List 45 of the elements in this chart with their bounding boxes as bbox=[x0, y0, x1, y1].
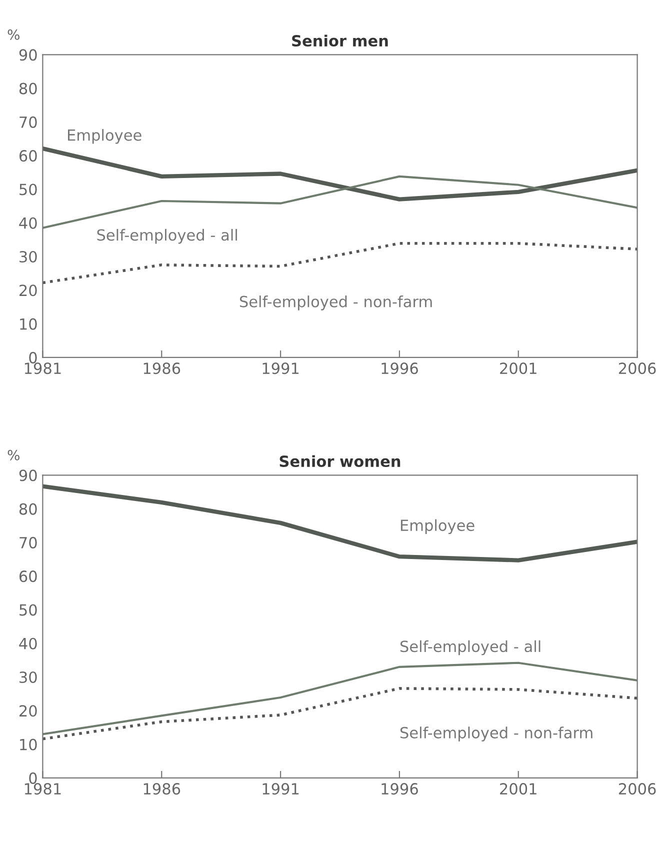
y-tick-label: 20 bbox=[20, 705, 37, 717]
y-tick-label: 50 bbox=[20, 184, 37, 196]
y-tick-label: 10 bbox=[20, 738, 37, 750]
y-tick-label: 30 bbox=[20, 671, 37, 684]
y-tick-label: 90 bbox=[19, 49, 37, 61]
line-series bbox=[42, 146, 638, 202]
y-tick-label: 10 bbox=[20, 318, 37, 330]
y-tick-label: 30 bbox=[20, 250, 37, 263]
series-label: Self-employed - non-farm bbox=[240, 296, 432, 310]
x-tick-label: 1991 bbox=[262, 783, 299, 795]
x-tick-label: 2001 bbox=[500, 783, 536, 795]
series-label: Self-employed - all bbox=[400, 640, 540, 656]
series-label: Self-employed - all bbox=[97, 228, 237, 244]
y-tick-label: 0 bbox=[29, 352, 37, 364]
series-label: Employee bbox=[68, 129, 142, 144]
y-tick-label: 80 bbox=[19, 503, 37, 515]
y-tick-label: 20 bbox=[20, 284, 37, 296]
x-tick-label: 2006 bbox=[618, 783, 656, 795]
x-tick-label: 2006 bbox=[618, 362, 656, 374]
y-tick-label: 40 bbox=[19, 217, 37, 229]
y-tick-label: 60 bbox=[19, 150, 37, 162]
chart-title: Senior women bbox=[280, 455, 400, 468]
y-tick-label: 0 bbox=[29, 772, 37, 784]
x-tick-label: 1991 bbox=[262, 362, 299, 374]
chart-title: Senior men bbox=[292, 34, 388, 47]
x-tick-label: 2001 bbox=[500, 362, 536, 374]
series-label: Employee bbox=[400, 519, 474, 534]
y-tick-label: 40 bbox=[19, 638, 37, 650]
x-tick-label: 1981 bbox=[24, 362, 61, 374]
y-axis-title: % bbox=[8, 450, 20, 460]
y-tick-label: 60 bbox=[19, 570, 37, 582]
y-tick-label: 70 bbox=[20, 536, 37, 548]
x-tick-label: 1986 bbox=[144, 783, 180, 795]
y-tick-label: 70 bbox=[20, 116, 37, 128]
text: Self-employed - non-farm bbox=[400, 726, 592, 742]
y-tick-label: 80 bbox=[19, 82, 37, 94]
x-tick-label: 1996 bbox=[382, 783, 418, 795]
x-tick-label: 1996 bbox=[382, 362, 418, 374]
y-axis-title: % bbox=[8, 29, 20, 40]
x-tick-label: 1986 bbox=[144, 362, 180, 374]
y-tick-label: 90 bbox=[19, 470, 37, 482]
line-series bbox=[42, 484, 638, 562]
y-tick-label: 50 bbox=[20, 604, 37, 616]
line-series bbox=[42, 687, 638, 740]
x-tick-label: 1981 bbox=[24, 783, 61, 795]
